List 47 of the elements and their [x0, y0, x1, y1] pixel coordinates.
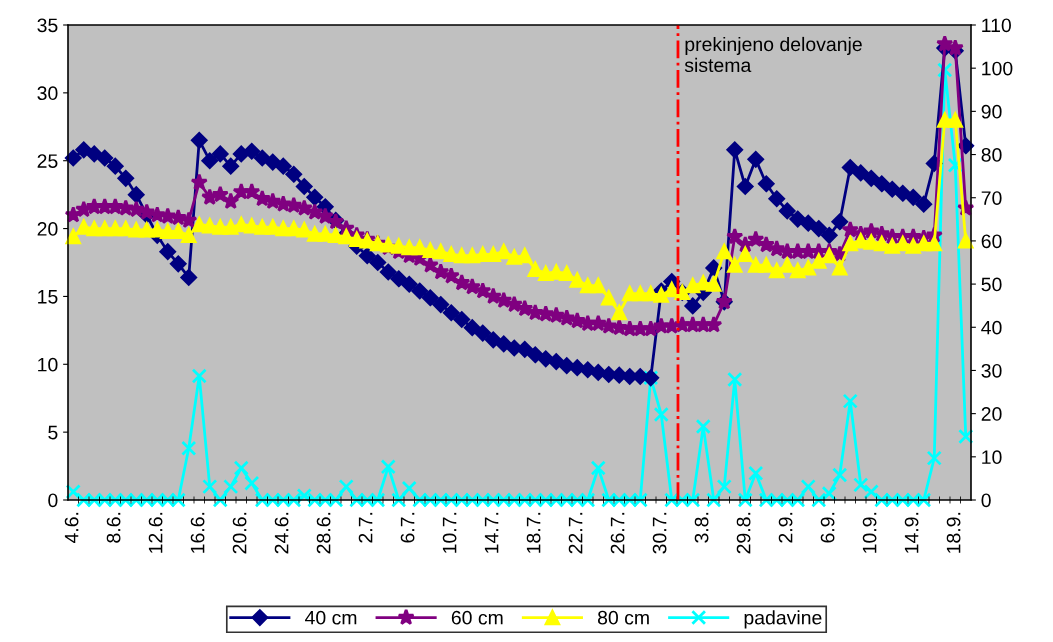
- legend-label: 40 cm: [305, 610, 357, 625]
- y-tick-label: 30: [37, 86, 58, 101]
- x-tick-label: 3.8.: [694, 512, 709, 543]
- x-tick-label: 2.7.: [358, 512, 373, 543]
- x-tick-label: 6.7.: [400, 512, 415, 543]
- y2-tick-label: 110: [982, 18, 1011, 33]
- x-tick-label: 10.9.: [862, 512, 877, 553]
- x-tick-label: 18.7.: [526, 512, 541, 553]
- x-tick-label: 28.6.: [316, 512, 331, 554]
- y2-tick-label: 20: [981, 407, 1002, 421]
- legend-label: 80 cm: [597, 610, 649, 625]
- legend-label: padavine: [744, 610, 822, 629]
- x-tick-label: 2.9.: [778, 512, 793, 543]
- x-tick-label: 26.7.: [610, 512, 625, 554]
- y-tick-label: 0: [48, 493, 58, 508]
- x-tick-label: 14.7.: [484, 512, 499, 553]
- y2-tick-label: 0: [981, 493, 991, 508]
- x-tick-label: 12.6.: [148, 512, 163, 553]
- annotation: prekinjeno delovanje sistema: [684, 36, 862, 73]
- y2-tick-label: 60: [981, 234, 1002, 249]
- y2-tick-label: 40: [981, 320, 1002, 335]
- y-tick-label: 15: [38, 290, 58, 304]
- x-tick-label: 24.6.: [274, 512, 289, 554]
- x-tick-label: 4.6.: [64, 512, 79, 544]
- x-tick-label: 29.8.: [736, 512, 751, 554]
- x-tick-label: 16.6.: [190, 512, 205, 553]
- y-tick-label: 35: [37, 18, 58, 33]
- x-tick-label: 20.6.: [232, 512, 247, 554]
- x-tick-label: 14.9.: [904, 512, 919, 553]
- y2-tick-label: 70: [981, 191, 1002, 205]
- y2-tick-label: 30: [981, 363, 1002, 378]
- y2-tick-label: 50: [981, 277, 1002, 292]
- x-tick-label: 8.6.: [106, 512, 121, 543]
- legend-label: 60 cm: [451, 610, 503, 625]
- y-tick-label: 10: [38, 357, 58, 372]
- y2-tick-label: 80: [981, 148, 1002, 162]
- y-tick-label: 20: [37, 222, 58, 236]
- y2-tick-label: 10: [982, 450, 1002, 465]
- y-tick-label: 25: [37, 154, 58, 168]
- y-tick-label: 5: [48, 425, 58, 440]
- x-tick-label: 6.9.: [820, 512, 835, 543]
- y2-tick-label: 100: [982, 61, 1013, 76]
- x-tick-label: 30.7.: [652, 512, 667, 554]
- x-tick-label: 18.9.: [946, 512, 961, 553]
- y2-tick-label: 90: [981, 104, 1002, 119]
- x-tick-label: 10.7.: [442, 512, 457, 553]
- x-tick-label: 22.7.: [568, 512, 583, 554]
